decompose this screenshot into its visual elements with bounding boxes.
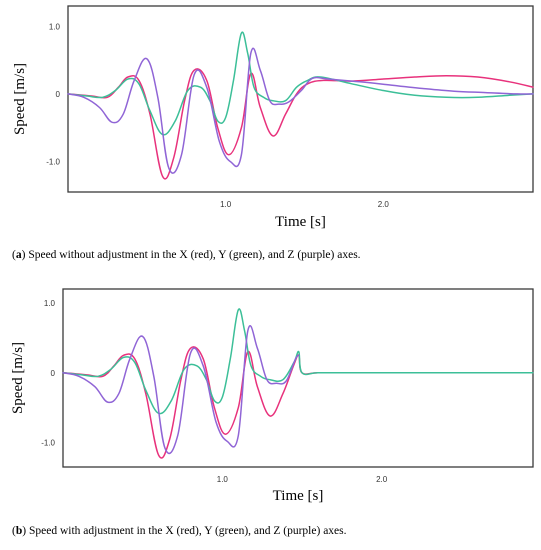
chart-a-xtick-label: 2.0 [378,200,390,209]
caption-b-letter: b [15,525,23,537]
chart-b-svg: 1.0 0 -1.0 1.0 2.0 Time [s] Speed [m/s] [10,288,534,504]
chart-b-ytick-label: -1.0 [41,439,55,448]
chart-a-ytick-label: 1.0 [49,22,61,31]
chart-a-y-axis-title: Speed [m/s] [12,63,28,135]
chart-a-xtick-label: 1.0 [220,200,232,209]
chart-a-series-z-line [67,47,534,174]
chart-b-xtick-label: 1.0 [217,475,229,484]
chart-a-series-y-line [67,31,534,136]
chart-a-ytick-label: 0 [56,90,61,99]
chart-b-y-axis-title: Speed [m/s] [10,342,26,414]
chart-panel-b: 1.0 0 -1.0 1.0 2.0 Time [s] Speed [m/s] (b) Sp… [0,283,541,550]
chart-panel-a: 1.0 0 -1.0 1.0 2.0 Time [s] Speed [m/s] (a) Sp… [12,5,534,261]
caption-b: (b) Speed with adjustment in the X (red)… [12,525,347,537]
chart-b-ytick-label: 0 [51,369,56,378]
caption-a: (a) Speed without adjustment in the X (r… [12,249,361,261]
chart-b-plot-frame [62,288,534,468]
chart-b-ytick-label: 1.0 [44,299,56,308]
chart-a-plot-frame [67,5,534,193]
chart-b-xtick-label: 2.0 [376,475,388,484]
caption-a-letter: a [15,249,22,261]
chart-b-series-y-line [62,308,534,415]
caption-a-text: Speed without adjustment in the X (red),… [25,249,361,261]
chart-a-ytick-label: -1.0 [46,158,60,167]
chart-b-x-axis-title: Time [s] [273,488,324,504]
chart-a-svg: 1.0 0 -1.0 1.0 2.0 Time [s] Speed [m/s] [12,5,534,230]
caption-b-text: Speed with adjustment in the X (red), Y … [26,525,347,537]
chart-b-series-z-line [62,325,300,455]
chart-a-x-axis-title: Time [s] [275,214,326,230]
